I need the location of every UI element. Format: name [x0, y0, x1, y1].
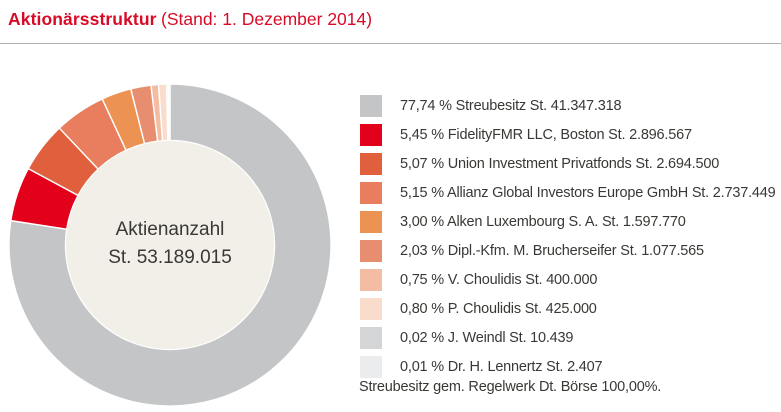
legend-row: 0,01 % Dr. H. Lennertz St. 2.407: [360, 352, 781, 381]
legend-label: 2,03 % Dipl.-Kfm. M. Brucherseifer St. 1…: [400, 242, 704, 259]
page-title: Aktionärsstruktur: [8, 9, 157, 29]
center-label-line1: Aktienanzahl: [115, 219, 225, 240]
legend-swatch: [360, 210, 382, 233]
donut-slice: [167, 83, 171, 142]
page-header: Aktionärsstruktur (Stand: 1. Dezember 20…: [8, 9, 372, 30]
legend-label: 77,74 % Streubesitz St. 41.347.318: [400, 97, 622, 114]
center-label-line2: St. 53.189.015: [108, 247, 232, 268]
legend-swatch: [360, 297, 382, 320]
legend-row: 2,03 % Dipl.-Kfm. M. Brucherseifer St. 1…: [360, 236, 781, 265]
legend-swatch: [360, 181, 382, 204]
legend-label: 0,02 % J. Weindl St. 10.439: [400, 329, 574, 346]
chart-footnote: Streubesitz gem. Regelwerk Dt. Börse 100…: [359, 379, 662, 395]
legend-label: 5,07 % Union Investment Privatfonds St. …: [400, 155, 720, 172]
header-divider: [0, 43, 781, 44]
legend-label: 5,15 % Allianz Global Investors Europe G…: [400, 184, 776, 201]
donut-chart: [8, 83, 332, 407]
legend-row: 3,00 % Alken Luxembourg S. A. St. 1.597.…: [360, 207, 781, 236]
legend-swatch: [360, 94, 382, 117]
donut-hole: [66, 141, 274, 349]
legend-swatch: [360, 326, 382, 349]
legend-label: 0,75 % V. Choulidis St. 400.000: [400, 271, 598, 288]
legend-label: 5,45 % FidelityFMR LLC, Boston St. 2.896…: [400, 126, 692, 143]
legend-swatch: [360, 268, 382, 291]
legend-row: 5,07 % Union Investment Privatfonds St. …: [360, 149, 781, 178]
legend-row: 0,02 % J. Weindl St. 10.439: [360, 323, 781, 352]
legend-swatch: [360, 123, 382, 146]
legend: 77,74 % Streubesitz St. 41.347.318 5,45 %…: [360, 91, 781, 381]
legend-label: 0,80 % P. Choulidis St. 425.000: [400, 300, 597, 317]
legend-row: 0,80 % P. Choulidis St. 425.000: [360, 294, 781, 323]
legend-label: 3,00 % Alken Luxembourg S. A. St. 1.597.…: [400, 213, 686, 230]
donut-center-label: Aktienanzahl St. 53.189.015: [70, 216, 270, 272]
donut-slice: [8, 83, 332, 407]
legend-swatch: [360, 152, 382, 175]
legend-swatch: [360, 239, 382, 262]
legend-row: 5,45 % FidelityFMR LLC, Boston St. 2.896…: [360, 120, 781, 149]
legend-row: 77,74 % Streubesitz St. 41.347.318: [360, 91, 781, 120]
legend-label: 0,01 % Dr. H. Lennertz St. 2.407: [400, 358, 603, 375]
page-title-date: (Stand: 1. Dezember 2014): [161, 9, 373, 29]
legend-row: 5,15 % Allianz Global Investors Europe G…: [360, 178, 781, 207]
legend-row: 0,75 % V. Choulidis St. 400.000: [360, 265, 781, 294]
legend-swatch: [360, 355, 382, 378]
